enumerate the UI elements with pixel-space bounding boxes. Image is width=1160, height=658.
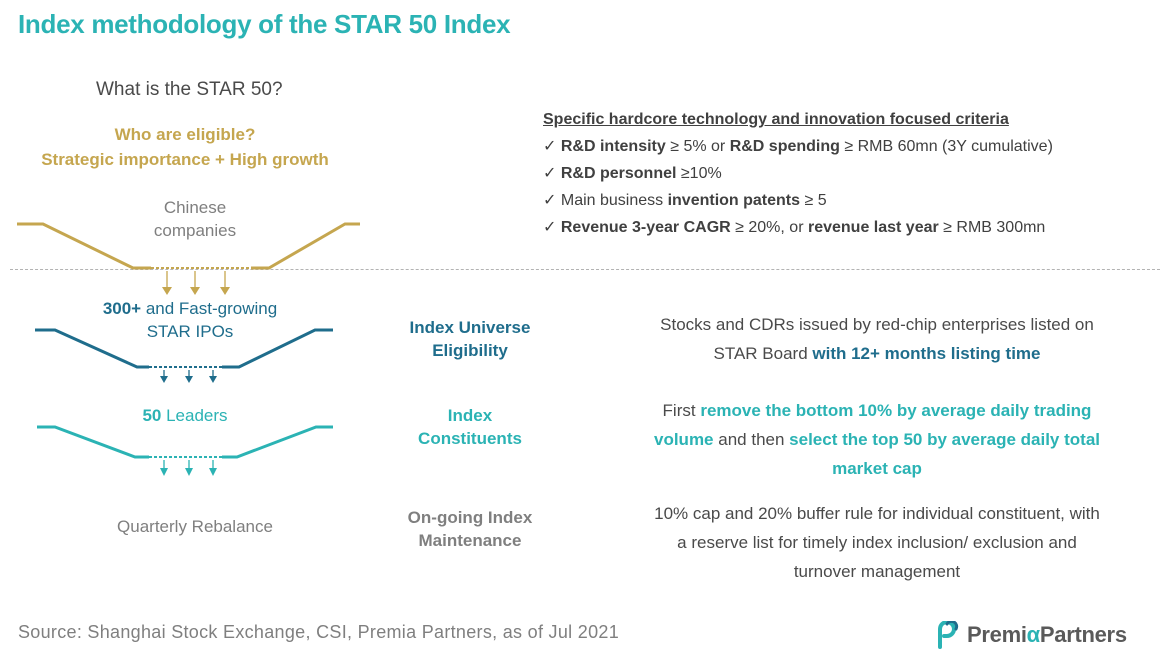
desc-bold: with 12+ months listing time [812,344,1041,363]
down-arrow-icon [160,468,168,476]
step-desc-maintenance: 10% cap and 20% buffer rule for individu… [612,499,1142,586]
logo-alpha: α [1026,622,1041,647]
criteria-text: ≥ 20%, or [730,219,808,236]
desc-line: Stocks and CDRs issued by red-chip enter… [660,315,1094,334]
step-desc-constituents: First remove the bottom 10% by average d… [612,396,1142,483]
down-arrow-icon [160,376,168,383]
ipo-count: 300+ [102,299,142,318]
funnel-chinese-companies [17,222,360,288]
leaders-text: Leaders [161,406,228,425]
desc-line: turnover management [793,562,961,581]
step-label-constituents: Index Constituents [360,404,580,450]
criteria-bold: R&D spending [729,138,840,155]
down-arrow-icon [185,468,193,476]
step-label-line: Eligibility [432,341,508,360]
logo-text-part: Premi [967,622,1027,647]
source-note: Source: Shanghai Stock Exchange, CSI, Pr… [18,622,620,642]
eligibility-heading: Who are eligible? Strategic importance +… [20,122,350,172]
funnel-leaders [37,425,333,468]
criteria-item: ✓ Revenue 3-year CAGR ≥ 20%, or revenue … [543,214,1053,241]
question-text: What is the STAR 50? [96,79,283,100]
desc-line: market cap [612,454,1142,483]
leaders-label: 50 Leaders [100,406,270,426]
desc-bold: market cap [832,459,922,478]
funnel-star-ipos [35,328,333,376]
step-desc-universe: Stocks and CDRs issued by red-chip enter… [612,310,1142,368]
criteria-text: ≥ RMB 60mn (3Y cumulative) [839,138,1053,155]
down-arrow-icon [220,287,230,295]
step-label-line: Index [447,406,493,425]
down-arrow-icon [162,287,172,295]
criteria-heading: Specific hardcore technology and innovat… [543,111,1009,128]
company-logo: PremiαPartners [935,620,1127,650]
down-arrow-icon [185,376,193,383]
down-arrow-icon [190,287,200,295]
criteria-text: ≥ 5 [800,192,827,209]
eligibility-line-1: Who are eligible? [114,125,256,144]
section-divider [10,269,1160,270]
desc-bold: volume [654,430,714,449]
check-icon: ✓ [543,192,557,209]
arrow-heads-dark-teal [160,376,217,383]
criteria-text: ≥ 5% or [665,138,730,155]
quarterly-rebalance-label: Quarterly Rebalance [117,517,273,536]
check-icon: ✓ [543,165,557,182]
step-label-line: Maintenance [418,531,522,550]
arrow-heads-gold [162,287,230,295]
desc-line: volume and then select the top 50 by ave… [612,425,1142,454]
chinese-companies-label: Chinese companies [110,196,280,242]
criteria-bold: R&D personnel [560,165,677,182]
desc-text: First [662,401,701,420]
logo-mark-icon [938,621,959,649]
check-icon: ✓ [543,138,557,155]
logo-text-part: Partners [1039,622,1127,647]
arrow-heads-teal [160,468,217,476]
leaders-count: 50 [142,406,162,425]
criteria-text: ≥10% [676,165,722,182]
desc-line: a reserve list for timely index inclusio… [677,533,1077,552]
criteria-block: Specific hardcore technology and innovat… [543,106,1053,241]
down-arrow-icon [209,468,217,476]
step-label-line: Index Universe [409,318,531,337]
check-icon: ✓ [543,219,557,236]
down-arrow-icon [209,376,217,383]
criteria-text: ≥ RMB 300mn [938,219,1046,236]
ipo-line-1: 300+ and Fast-growing [60,297,320,320]
logo-text: PremiαPartners [967,622,1127,648]
desc-line: First remove the bottom 10% by average d… [612,396,1142,425]
step-label-line: On-going Index [407,508,533,527]
desc-line: STAR Board with 12+ months listing time [612,339,1142,368]
step-label-line: Constituents [418,429,522,448]
desc-bold: remove the bottom 10% by average daily t… [700,401,1092,420]
ipo-line-2: STAR IPOs [146,322,234,341]
desc-line: 10% cap and 20% buffer rule for individu… [654,504,1100,523]
criteria-item: ✓ Main business invention patents ≥ 5 [543,187,1053,214]
desc-bold: select the top 50 by average daily total [789,430,1100,449]
desc-text: STAR Board [713,344,813,363]
eligibility-line-2: Strategic importance + High growth [41,150,329,169]
star-ipos-label: 300+ and Fast-growing STAR IPOs [60,297,320,343]
criteria-text: Main business [560,192,668,209]
chinese-line-2: companies [153,221,237,240]
step-label-maintenance: On-going Index Maintenance [360,506,580,552]
page-title: Index methodology of the STAR 50 Index [18,9,511,39]
criteria-bold: revenue last year [807,219,939,236]
criteria-item: ✓ R&D personnel ≥10% [543,160,1053,187]
criteria-item: ✓ R&D intensity ≥ 5% or R&D spending ≥ R… [543,133,1053,160]
chinese-line-1: Chinese [163,198,227,217]
criteria-bold: invention patents [667,192,801,209]
criteria-bold: R&D intensity [560,138,666,155]
desc-text: and then [713,430,790,449]
step-label-universe: Index Universe Eligibility [360,316,580,362]
ipo-text: and Fast-growing [141,299,278,318]
criteria-bold: Revenue 3-year CAGR [560,219,731,236]
